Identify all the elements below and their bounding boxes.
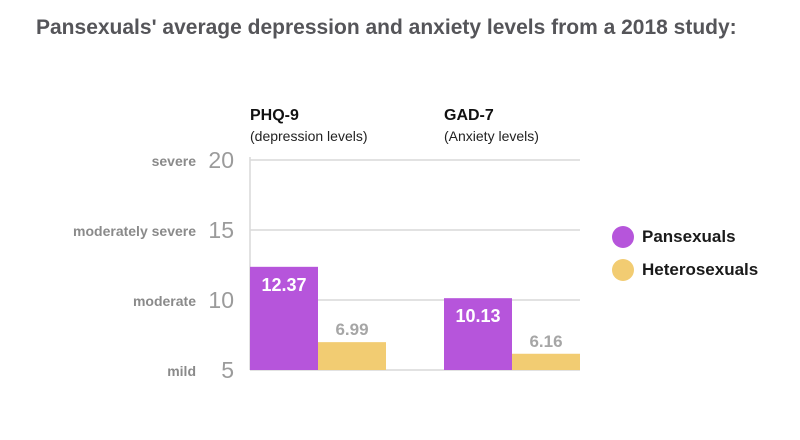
bar-pansexuals: [444, 298, 512, 370]
severity-label: moderately severe: [73, 223, 196, 239]
category-label: GAD-7: [444, 107, 494, 124]
category-label: PHQ-9: [250, 107, 299, 124]
y-tick-label: 20: [208, 147, 234, 173]
y-tick-label: 10: [208, 287, 234, 313]
category-sublabel: (Anxiety levels): [444, 128, 539, 144]
data-label: 6.99: [335, 320, 368, 339]
y-tick-label: 5: [221, 357, 234, 383]
legend-label: Pansexuals: [642, 227, 736, 246]
chart-title: Pansexuals' average depression and anxie…: [36, 16, 737, 39]
y-tick-label: 15: [208, 217, 234, 243]
bar-heterosexuals: [318, 342, 386, 370]
data-label: 10.13: [455, 306, 500, 326]
severity-label: mild: [167, 363, 196, 379]
bar-pansexuals: [250, 266, 318, 370]
data-label: 12.37: [261, 275, 306, 295]
legend-label: Heterosexuals: [642, 260, 759, 279]
legend-swatch-heterosexuals: [612, 259, 634, 281]
legend-swatch-pansexuals: [612, 226, 634, 248]
data-label: 6.16: [529, 332, 562, 351]
severity-label: moderate: [133, 293, 196, 309]
severity-label: severe: [152, 153, 197, 169]
bar-heterosexuals: [512, 353, 580, 370]
category-sublabel: (depression levels): [250, 128, 368, 144]
